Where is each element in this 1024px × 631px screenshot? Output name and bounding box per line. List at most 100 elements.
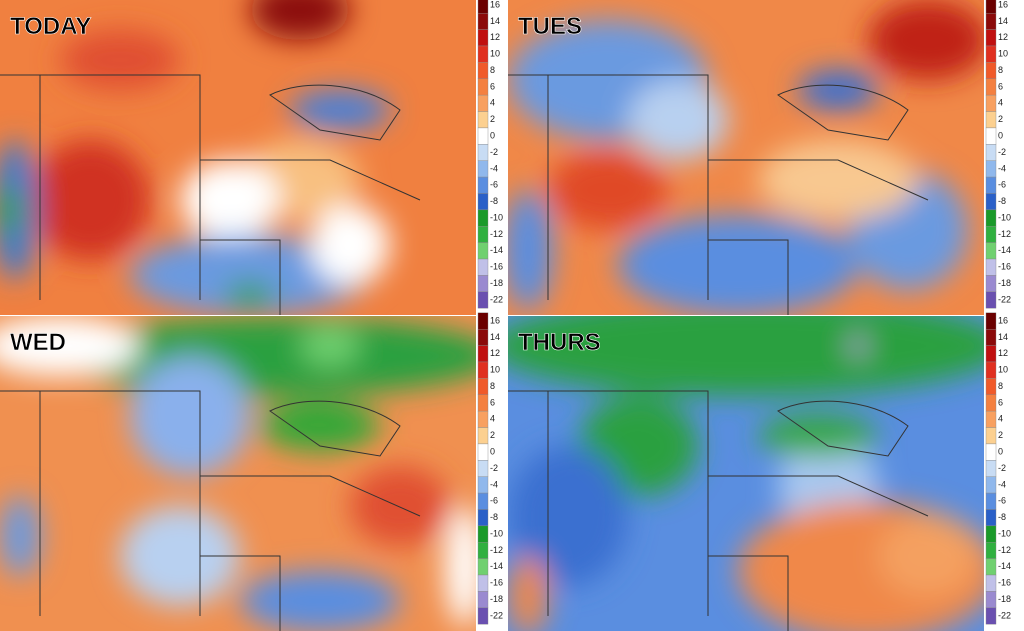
colorbar-segment	[477, 542, 489, 559]
colorbar-label: -4	[998, 163, 1006, 173]
anomaly-area	[0, 316, 140, 376]
colorbar-segment	[477, 176, 489, 194]
border-line	[708, 475, 929, 517]
colorbar-label: 0	[998, 130, 1003, 140]
colorbar-label: -22	[490, 610, 503, 620]
anomaly-area	[130, 356, 250, 476]
map	[0, 316, 476, 631]
anomaly-area	[628, 80, 728, 160]
colorbar-segment	[477, 378, 489, 395]
colorbar-segment	[985, 410, 997, 428]
colorbar-segment	[985, 476, 997, 494]
anomaly-area	[0, 185, 22, 235]
colorbar-segment	[477, 328, 489, 346]
colorbar-label: -10	[490, 528, 503, 538]
colorbar-label: -14	[998, 245, 1011, 255]
colorbar-label: 6	[998, 81, 1003, 91]
colorbar-label: -8	[998, 512, 1006, 522]
colorbar-segment	[985, 176, 997, 194]
panel-title: TODAY	[10, 13, 91, 40]
colorbar-label: 0	[490, 130, 495, 140]
colorbar-segment	[985, 525, 997, 543]
colorbar-segment	[985, 144, 997, 161]
anomaly-area	[180, 160, 280, 240]
colorbar-label: -16	[490, 262, 503, 272]
colorbar-segment	[477, 312, 489, 330]
colorbar-label: 12	[490, 32, 500, 42]
colorbar-label: -12	[998, 545, 1011, 555]
anomaly-area	[878, 516, 978, 596]
colorbar-segment	[985, 111, 997, 129]
colorbar-label: -18	[998, 278, 1011, 288]
colorbar-segment	[477, 0, 489, 14]
colorbar-label: -10	[998, 528, 1011, 538]
colorbar-segment	[985, 0, 997, 14]
colorbar-segment	[477, 226, 489, 243]
colorbar-label: 8	[490, 381, 495, 391]
map	[508, 316, 984, 631]
colorbar-segment	[477, 574, 489, 592]
colorbar-segment	[477, 111, 489, 129]
colorbar-segment	[477, 94, 489, 112]
temperature-field	[508, 0, 984, 315]
colorbar-label: -14	[490, 245, 503, 255]
colorbar-segment	[985, 193, 997, 211]
colorbar-segment	[477, 607, 489, 625]
colorbar-segment	[985, 275, 997, 293]
colorbar-segment	[985, 78, 997, 96]
border-line	[777, 400, 909, 457]
colorbar-segment	[477, 591, 489, 609]
colorbar-label: 4	[490, 414, 495, 424]
colorbar-label: 2	[490, 430, 495, 440]
anomaly-area	[868, 0, 984, 80]
colorbar-segment	[985, 328, 997, 346]
colorbar-segment	[985, 12, 997, 30]
colorbar-segment	[985, 345, 997, 363]
colorbar-label: 14	[490, 16, 500, 26]
colorbar-label: -22	[998, 294, 1011, 304]
colorbar-segment	[985, 591, 997, 609]
anomaly-area	[350, 466, 450, 546]
colorbar-segment	[477, 78, 489, 96]
border-line	[200, 555, 281, 631]
colorbar-label: -12	[490, 545, 503, 555]
colorbar-segment	[985, 29, 997, 47]
colorbar-segment	[985, 312, 997, 330]
colorbar-segment	[985, 492, 997, 510]
colorbar-label: 10	[998, 49, 1008, 59]
colorbar-label: -6	[490, 496, 498, 506]
colorbar-label: 6	[490, 397, 495, 407]
colorbar-segment	[477, 62, 489, 79]
colorbar-label: -2	[998, 147, 1006, 157]
colorbar-segment	[985, 45, 997, 63]
colorbar-label: 16	[998, 0, 1008, 9]
border-line	[269, 84, 401, 141]
colorbar-segment	[477, 29, 489, 47]
colorbar-label: -16	[490, 578, 503, 588]
colorbar-label: -22	[490, 294, 503, 304]
colorbar-label: -8	[490, 512, 498, 522]
colorbar-segment	[477, 492, 489, 510]
border-line	[508, 390, 709, 616]
colorbar-segment	[477, 558, 489, 576]
colorbar: 16 14 12 10 8 6 4 2 0 -2 -4 -6 -8 -10 -12 -14 -16 -18 -22	[477, 0, 503, 309]
anomaly-area	[508, 190, 553, 310]
colorbar-label: -6	[998, 496, 1006, 506]
colorbar-label: -6	[490, 180, 498, 190]
colorbar-segment	[985, 62, 997, 79]
colorbar-segment	[985, 542, 997, 559]
anomaly-area	[508, 446, 628, 586]
colorbar-label: 0	[998, 446, 1003, 456]
colorbar-segment	[985, 209, 997, 227]
colorbar-segment	[477, 443, 489, 461]
colorbar-segment	[985, 607, 997, 625]
colorbar-segment	[477, 242, 489, 260]
border-line	[508, 74, 709, 300]
colorbar-label: 10	[490, 49, 500, 59]
colorbar-label: -4	[490, 479, 498, 489]
colorbar: 16 14 12 10 8 6 4 2 0 -2 -4 -6 -8 -10 -12 -14 -16 -18 -22	[985, 312, 1011, 625]
colorbar-label: -2	[998, 463, 1006, 473]
border-line	[777, 84, 909, 141]
colorbar-label: 8	[490, 65, 495, 75]
